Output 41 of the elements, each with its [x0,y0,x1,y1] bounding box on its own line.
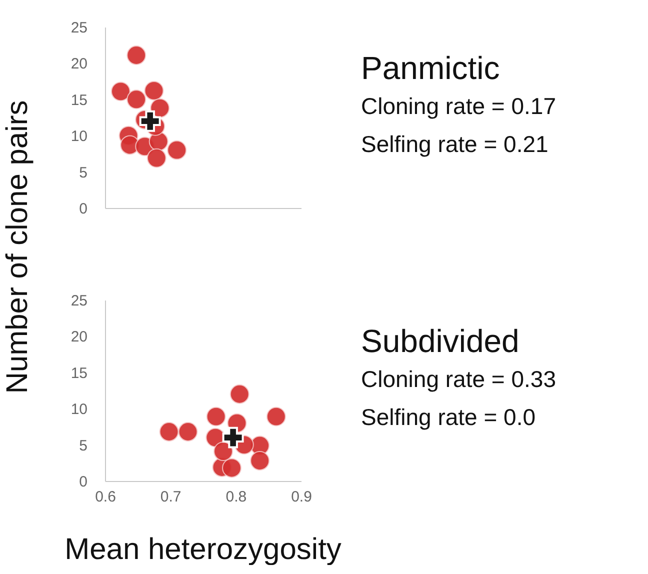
text: Selfing rate = 0.0 [361,404,536,430]
point [150,98,170,118]
x-tick-label: 0.9 [291,488,312,506]
point [167,140,187,160]
y-tick-label: 5 [79,164,88,182]
y-tick-label: 15 [70,364,88,382]
text: Cloning rate = 0.17 [361,93,556,119]
point [250,451,270,470]
point [126,46,146,65]
y-tick-label: 25 [70,20,88,36]
y-tick-label: 25 [70,292,88,310]
point [126,90,146,110]
y-tick-label: 20 [70,56,88,73]
y-tick-label: 10 [70,128,88,146]
y-tick-label: 10 [70,401,88,418]
y-tick-label: 20 [70,328,88,346]
point [139,110,161,132]
y-axis-title: Number of clone pairs [1,100,34,394]
point [266,406,286,426]
x-tick-label: 0.7 [160,488,182,506]
point [214,442,233,462]
point [178,422,198,442]
x-axis-title: Mean heterozygosity [64,533,342,566]
point [222,458,242,478]
point [206,406,226,426]
y-tick-label: 0 [79,200,88,218]
text: Subdivided [361,323,520,359]
y-tick-label: 15 [70,92,88,109]
y-tick-label: 5 [79,437,88,454]
point [146,148,166,168]
text: Panmictic [361,50,500,86]
x-tick-label: 0.8 [226,488,247,506]
x-tick-label: 0.6 [95,488,116,506]
text: Selfing rate = 0.21 [361,131,548,157]
point [159,422,179,442]
point [230,384,250,404]
text: Cloning rate = 0.33 [361,366,556,392]
point [144,81,164,100]
point [222,426,244,448]
y-tick-label: 0 [79,474,88,490]
point [110,82,130,102]
